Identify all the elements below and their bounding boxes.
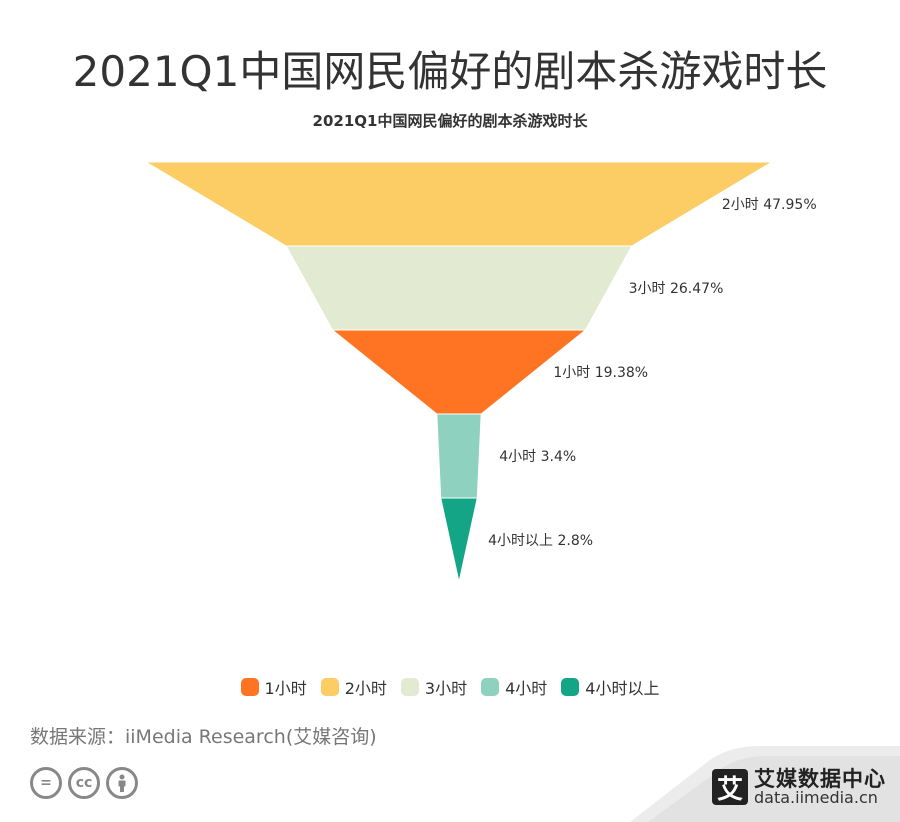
funnel-stage-5	[440, 497, 478, 583]
funnel-label-2: 3小时 26.47%	[629, 281, 724, 297]
brand-name: 艾媒数据中心	[754, 767, 886, 791]
funnel-label-3: 1小时 19.38%	[553, 365, 648, 381]
data-source: 数据来源：iiMedia Research(艾媒咨询)	[30, 726, 377, 748]
funnel-stage-1	[144, 161, 774, 247]
legend-swatch	[481, 678, 500, 696]
legend-label: 4小时以上	[585, 679, 660, 698]
nd-icon: =	[30, 767, 62, 799]
license-icons: = cc	[30, 767, 138, 799]
legend-label: 2小时	[344, 679, 387, 698]
funnel-stage-4	[436, 413, 482, 499]
legend-swatch	[561, 678, 580, 696]
legend-item-3[interactable]: 3小时	[400, 675, 468, 699]
funnel-stage-3	[331, 329, 587, 415]
brand-logo-icon: 艾	[712, 769, 748, 806]
legend-label: 4小时	[505, 679, 548, 698]
legend-label: 3小时	[424, 679, 468, 698]
funnel-label-4: 4小时 3.4%	[499, 449, 576, 465]
legend-swatch	[320, 678, 339, 696]
legend-label: 1小时	[264, 679, 307, 698]
brand: 艾 艾媒数据中心 data.iimedia.cn	[712, 768, 886, 807]
attribution-icon	[106, 767, 138, 799]
legend-item-4[interactable]: 4小时	[481, 675, 547, 699]
chart-title: 2021Q1中国网民偏好的剧本杀游戏时长	[313, 112, 589, 130]
brand-banner-bg	[630, 746, 900, 822]
chart-legend: 1小时 2小时 3小时 4小时 4小时以上	[0, 675, 900, 699]
legend-swatch	[240, 678, 259, 696]
legend-item-1[interactable]: 1小时	[240, 675, 307, 699]
funnel-label-1: 2小时 47.95%	[722, 197, 817, 213]
brand-url: data.iimedia.cn	[754, 788, 878, 808]
page-title: 2021Q1中国网民偏好的剧本杀游戏时长	[72, 47, 828, 96]
legend-item-5[interactable]: 4小时以上	[561, 675, 659, 699]
funnel-label-5: 4小时以上 2.8%	[488, 533, 593, 549]
funnel-stage-2	[285, 245, 633, 331]
legend-item-2[interactable]: 2小时	[320, 675, 387, 699]
legend-swatch	[400, 678, 419, 696]
funnel-stages	[144, 161, 774, 583]
cc-icon: cc	[68, 767, 100, 799]
funnel-labels: 2小时 47.95% 3小时 26.47% 1小时 19.38% 4小时 3.4% 4小…	[488, 197, 817, 549]
